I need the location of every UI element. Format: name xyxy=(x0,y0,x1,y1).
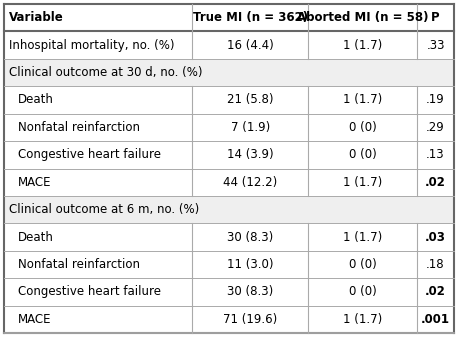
Text: .02: .02 xyxy=(425,176,446,189)
Text: 14 (3.9): 14 (3.9) xyxy=(227,148,273,161)
Text: .18: .18 xyxy=(426,258,445,271)
Text: Clinical outcome at 6 m, no. (%): Clinical outcome at 6 m, no. (%) xyxy=(9,203,199,216)
Text: .13: .13 xyxy=(426,148,445,161)
Text: .02: .02 xyxy=(425,285,446,298)
Text: 1 (1.7): 1 (1.7) xyxy=(343,176,382,189)
Text: Inhospital mortality, no. (%): Inhospital mortality, no. (%) xyxy=(9,39,174,52)
Text: .33: .33 xyxy=(426,39,445,52)
Text: 1 (1.7): 1 (1.7) xyxy=(343,313,382,326)
Text: 0 (0): 0 (0) xyxy=(349,121,376,134)
Text: 30 (8.3): 30 (8.3) xyxy=(227,285,273,298)
Text: Variable: Variable xyxy=(9,11,64,24)
Text: 0 (0): 0 (0) xyxy=(349,258,376,271)
Text: 7 (1.9): 7 (1.9) xyxy=(230,121,270,134)
Text: 1 (1.7): 1 (1.7) xyxy=(343,39,382,52)
Text: MACE: MACE xyxy=(18,313,51,326)
Text: 0 (0): 0 (0) xyxy=(349,148,376,161)
Text: 16 (4.4): 16 (4.4) xyxy=(227,39,273,52)
Text: Death: Death xyxy=(18,93,54,106)
Text: Nonfatal reinfarction: Nonfatal reinfarction xyxy=(18,258,140,271)
Text: .29: .29 xyxy=(426,121,445,134)
Text: Aborted MI (n = 58): Aborted MI (n = 58) xyxy=(297,11,428,24)
Bar xyxy=(4,59,454,86)
Text: MACE: MACE xyxy=(18,176,51,189)
Text: Clinical outcome at 30 d, no. (%): Clinical outcome at 30 d, no. (%) xyxy=(9,66,202,79)
Text: 71 (19.6): 71 (19.6) xyxy=(223,313,277,326)
Text: 0 (0): 0 (0) xyxy=(349,285,376,298)
Text: Congestive heart failure: Congestive heart failure xyxy=(18,285,161,298)
Text: .001: .001 xyxy=(421,313,450,326)
Text: Death: Death xyxy=(18,231,54,244)
Text: 44 (12.2): 44 (12.2) xyxy=(223,176,277,189)
Text: 1 (1.7): 1 (1.7) xyxy=(343,231,382,244)
Text: .19: .19 xyxy=(426,93,445,106)
Text: Nonfatal reinfarction: Nonfatal reinfarction xyxy=(18,121,140,134)
Text: 21 (5.8): 21 (5.8) xyxy=(227,93,273,106)
Text: 1 (1.7): 1 (1.7) xyxy=(343,93,382,106)
Text: .03: .03 xyxy=(425,231,446,244)
Text: True MI (n = 362): True MI (n = 362) xyxy=(192,11,308,24)
Text: 11 (3.0): 11 (3.0) xyxy=(227,258,273,271)
Bar xyxy=(4,196,454,223)
Text: P: P xyxy=(431,11,440,24)
Text: Congestive heart failure: Congestive heart failure xyxy=(18,148,161,161)
Text: 30 (8.3): 30 (8.3) xyxy=(227,231,273,244)
